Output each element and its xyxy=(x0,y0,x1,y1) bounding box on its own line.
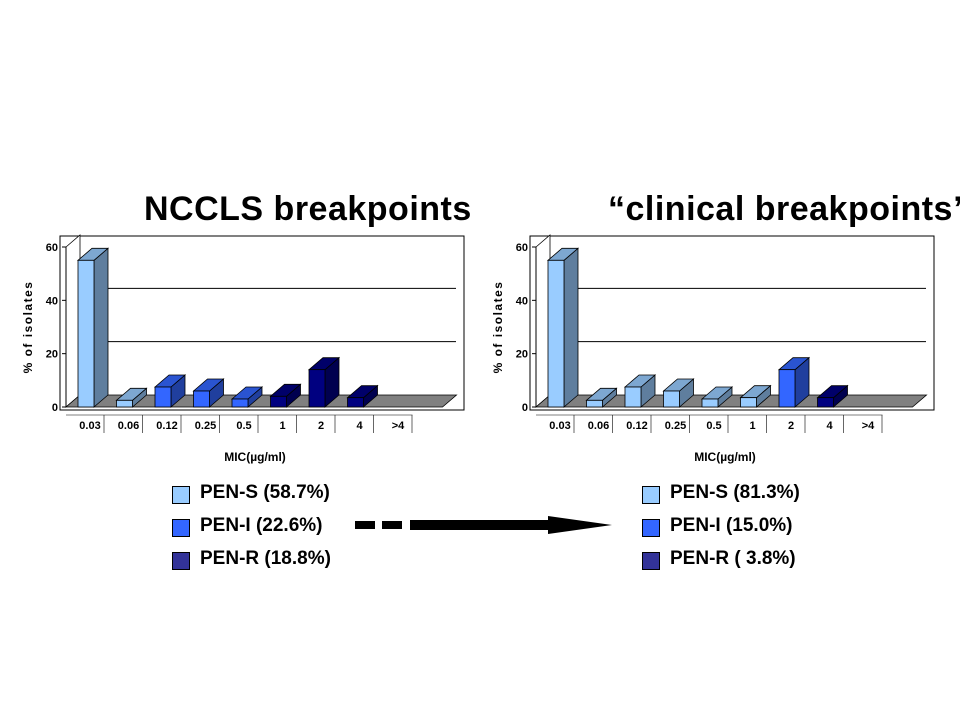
x-tick-label: 0.06 xyxy=(118,420,139,432)
bar xyxy=(77,259,95,408)
legend-item-pen-s: PEN-S (58.7%) xyxy=(170,482,400,510)
legend-item-pen-i: PEN-I (15.0%) xyxy=(640,515,870,543)
bar xyxy=(586,399,603,408)
y-tick-label: 0 xyxy=(522,402,528,414)
y-tick-label: 40 xyxy=(46,295,58,307)
bar xyxy=(116,399,133,408)
arrow-dash-2 xyxy=(382,521,402,529)
legend-label-pen-s: PEN-S (81.3%) xyxy=(670,482,800,503)
x-tick-label: 0.25 xyxy=(665,420,686,432)
x-tick-label: >4 xyxy=(862,420,875,432)
x-tick-label: 0.06 xyxy=(588,420,609,432)
legend-item-pen-i: PEN-I (22.6%) xyxy=(170,515,400,543)
y-axis-label: % of isolates xyxy=(21,281,35,374)
bar xyxy=(740,397,757,408)
x-tick-label: 1 xyxy=(749,420,755,432)
legend-swatch-pen-r xyxy=(642,552,660,570)
transition-arrow-icon xyxy=(355,516,612,534)
x-tick-label: 0.5 xyxy=(236,420,251,432)
legend-clinical: PEN-S (81.3%) PEN-I (15.0%) PEN-R ( 3.8%… xyxy=(640,482,870,581)
legend-item-pen-s: PEN-S (81.3%) xyxy=(640,482,870,510)
legend-swatch-pen-i xyxy=(172,519,190,537)
legend-label-pen-i: PEN-I (22.6%) xyxy=(200,515,323,536)
bar xyxy=(663,390,680,408)
bar xyxy=(701,398,719,408)
legend-label-pen-s: PEN-S (58.7%) xyxy=(200,482,330,503)
bar xyxy=(193,390,210,408)
legend-swatch-pen-s xyxy=(642,486,660,504)
legend-label-pen-r: PEN-R (18.8%) xyxy=(200,548,331,569)
arrow-head xyxy=(548,516,612,534)
y-tick-label: 0 xyxy=(52,402,58,414)
bar xyxy=(154,386,172,408)
bar xyxy=(547,259,565,408)
x-axis-label: MIC(µg/ml) xyxy=(694,450,756,464)
x-tick-label: 4 xyxy=(356,420,363,432)
legend-nccls: PEN-S (58.7%) PEN-I (22.6%) PEN-R (18.8%… xyxy=(170,482,400,581)
legend-swatch-pen-i xyxy=(642,519,660,537)
plot-frame xyxy=(59,235,465,411)
x-tick-label: 0.12 xyxy=(156,420,177,432)
bar xyxy=(308,369,326,408)
x-tick-label: 2 xyxy=(318,420,324,432)
bar xyxy=(624,386,642,408)
x-axis-label: MIC(µg/ml) xyxy=(224,450,286,464)
legend-swatch-pen-r xyxy=(172,552,190,570)
x-tick-label: 0.5 xyxy=(706,420,721,432)
x-tick-label: 0.25 xyxy=(195,420,216,432)
legend-label-pen-r: PEN-R ( 3.8%) xyxy=(670,548,796,569)
bar xyxy=(778,369,796,408)
bar xyxy=(270,395,287,408)
bar xyxy=(817,397,834,408)
x-tick-label: >4 xyxy=(392,420,405,432)
bar xyxy=(347,397,364,408)
x-tick-label: 0.03 xyxy=(549,420,570,432)
x-tick-label: 0.03 xyxy=(79,420,100,432)
y-tick-label: 60 xyxy=(46,242,58,254)
y-tick-label: 20 xyxy=(46,349,58,361)
x-tick-label: 2 xyxy=(788,420,794,432)
y-tick-label: 20 xyxy=(516,349,528,361)
bar-chart-clinical: 0 20 40 60 % of isolates 0.03 0.06 0.12 0.25 0.5 1… xyxy=(491,234,935,464)
chart-title-clinical: “clinical breakpoints” xyxy=(608,190,960,228)
bar xyxy=(231,398,249,408)
y-tick-label: 40 xyxy=(516,295,528,307)
plot-frame xyxy=(529,235,935,411)
arrow-shaft xyxy=(410,520,550,530)
y-axis-label: % of isolates xyxy=(491,281,505,374)
x-tick-label: 1 xyxy=(279,420,285,432)
bar-chart-nccls: 0 20 40 60 % of isolates 0.03 0.06 0.12 0.25 0.5 1… xyxy=(21,234,465,464)
bar-side xyxy=(93,247,109,408)
legend-item-pen-r: PEN-R ( 3.8%) xyxy=(640,548,870,576)
legend-item-pen-r: PEN-R (18.8%) xyxy=(170,548,400,576)
legend-label-pen-i: PEN-I (15.0%) xyxy=(670,515,793,536)
x-tick-label: 0.12 xyxy=(626,420,647,432)
legend-swatch-pen-s xyxy=(172,486,190,504)
y-tick-label: 60 xyxy=(516,242,528,254)
chart-title-nccls: NCCLS breakpoints xyxy=(144,190,472,228)
bar-side xyxy=(563,247,579,408)
arrow-dash-1 xyxy=(355,521,375,529)
x-tick-label: 4 xyxy=(826,420,833,432)
